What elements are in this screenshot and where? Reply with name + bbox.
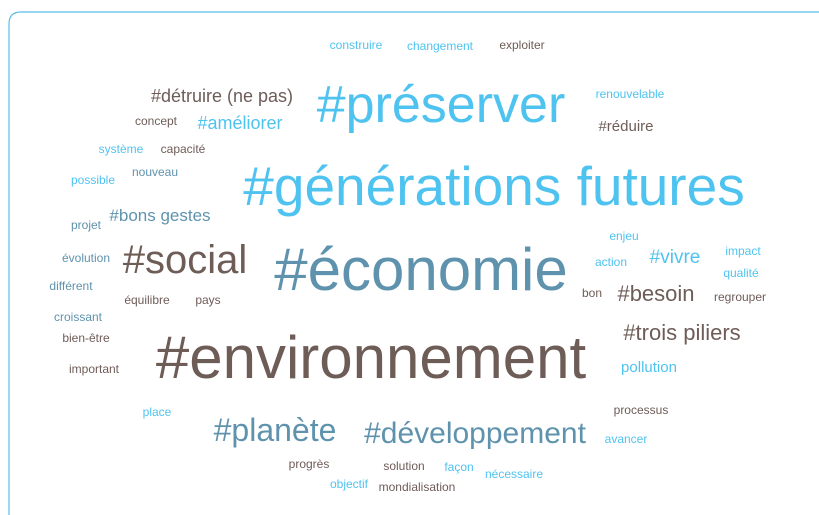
word: qualité bbox=[723, 266, 759, 280]
word: place bbox=[143, 405, 172, 419]
word: processus bbox=[614, 403, 669, 417]
word: possible bbox=[71, 173, 115, 187]
word: objectif bbox=[330, 477, 369, 491]
word: enjeu bbox=[609, 229, 638, 243]
word: solution bbox=[383, 459, 424, 473]
word: #vivre bbox=[650, 247, 701, 268]
word: exploiter bbox=[499, 38, 544, 52]
word: évolution bbox=[62, 251, 110, 265]
word: #économie bbox=[274, 236, 568, 303]
word: #réduire bbox=[598, 118, 653, 135]
word: #détruire (ne pas) bbox=[151, 86, 293, 106]
word: #trois piliers bbox=[623, 320, 740, 345]
word: bien-être bbox=[62, 331, 110, 345]
word: #social bbox=[123, 238, 248, 282]
word: #besoin bbox=[617, 281, 694, 306]
word: équilibre bbox=[124, 293, 170, 307]
word: #bons gestes bbox=[109, 206, 210, 225]
word: pollution bbox=[621, 359, 677, 376]
word: regrouper bbox=[714, 290, 766, 304]
word: action bbox=[595, 255, 627, 269]
word: nouveau bbox=[132, 165, 178, 179]
word: #améliorer bbox=[197, 113, 282, 133]
word: impact bbox=[725, 244, 761, 258]
word: avancer bbox=[605, 432, 648, 446]
word: #développement bbox=[364, 417, 587, 450]
word: capacité bbox=[161, 142, 206, 156]
word: #environnement bbox=[156, 324, 587, 391]
word: différent bbox=[49, 279, 93, 293]
word: #planète bbox=[214, 412, 337, 448]
word: #préserver bbox=[317, 76, 566, 134]
word: #générations futures bbox=[243, 155, 744, 217]
word: nécessaire bbox=[485, 467, 543, 481]
word: mondialisation bbox=[379, 480, 456, 494]
panel-border bbox=[8, 11, 819, 515]
word: renouvelable bbox=[596, 87, 665, 101]
word: progrès bbox=[289, 457, 330, 471]
word: croissant bbox=[54, 310, 103, 324]
word: pays bbox=[195, 293, 220, 307]
word: construire bbox=[330, 38, 383, 52]
word: façon bbox=[444, 460, 473, 474]
word: changement bbox=[407, 39, 474, 53]
word: important bbox=[69, 362, 120, 376]
word: bon bbox=[582, 286, 602, 300]
word: projet bbox=[71, 218, 102, 232]
word: système bbox=[99, 142, 144, 156]
word: concept bbox=[135, 114, 178, 128]
